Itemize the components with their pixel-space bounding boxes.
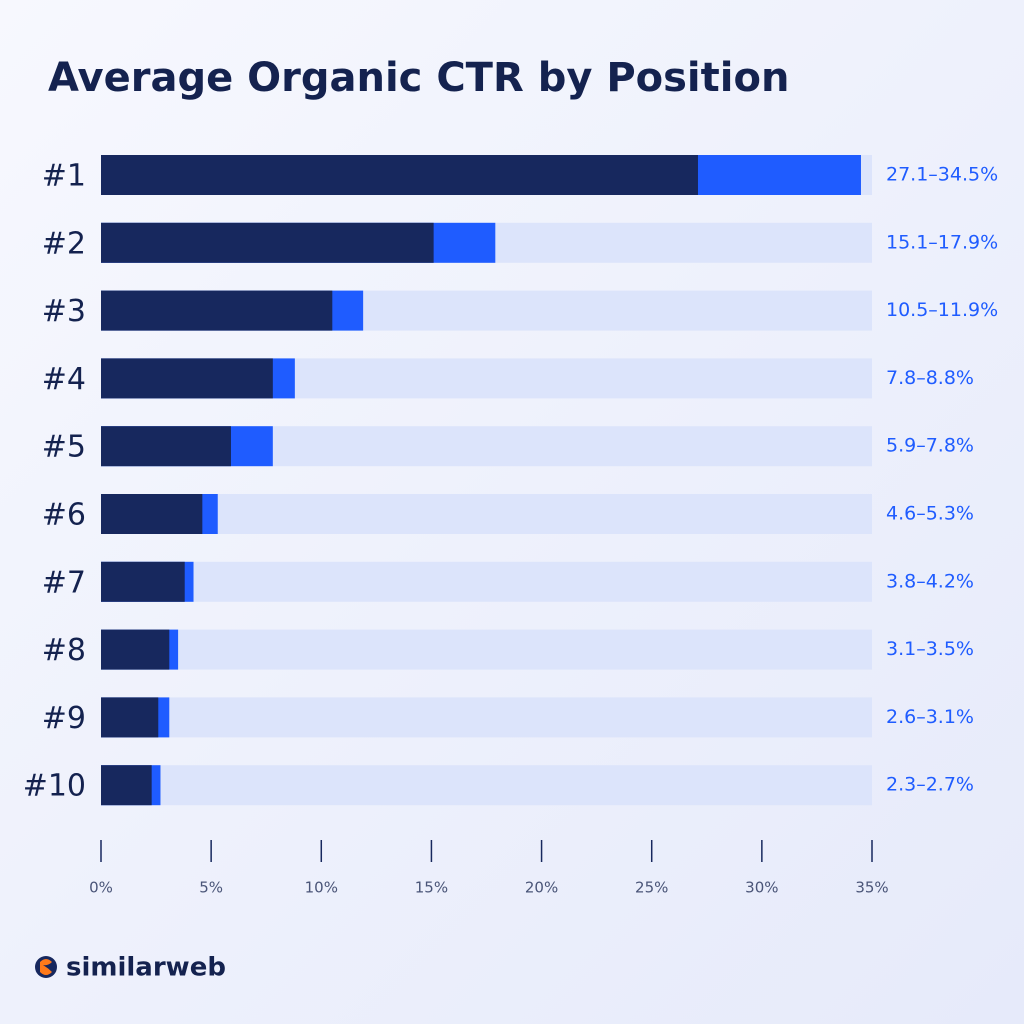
value-label: 3.8–4.2% <box>886 570 974 592</box>
bar <box>101 155 698 195</box>
track <box>101 629 872 670</box>
y-tick-label: #1 <box>42 159 86 194</box>
y-tick-label: #5 <box>42 430 86 465</box>
brand: similarweb <box>66 953 226 983</box>
value-label: 2.3–2.7% <box>886 774 974 796</box>
value-label: 5.9–7.8% <box>886 435 974 457</box>
bar <box>101 561 185 602</box>
track <box>101 697 872 738</box>
x-tick-label: 30% <box>745 879 778 897</box>
y-tick-label: #6 <box>42 498 86 533</box>
y-tick-label: #4 <box>42 362 86 397</box>
x-tick-label: 15% <box>415 879 448 897</box>
value-label: 3.1–3.5% <box>886 638 974 660</box>
value-label: 10.5–11.9% <box>886 299 998 321</box>
track <box>101 765 872 806</box>
x-tick-label: 10% <box>305 879 338 897</box>
bar <box>101 222 434 263</box>
bar <box>101 494 203 534</box>
y-tick-label: #8 <box>42 633 86 668</box>
x-tick-label: 20% <box>525 879 558 897</box>
value-label: 2.6–3.1% <box>886 706 974 728</box>
chart-title: Average Organic CTR by Position <box>48 55 789 101</box>
bar <box>101 290 333 331</box>
value-label: 27.1–34.5% <box>886 164 998 186</box>
bar <box>101 629 170 670</box>
value-label: 4.6–5.3% <box>886 503 974 525</box>
track <box>101 494 872 534</box>
bar <box>101 765 152 806</box>
x-tick-label: 0% <box>89 879 113 897</box>
value-label: 15.1–17.9% <box>886 231 998 253</box>
y-tick-label: #2 <box>42 226 86 261</box>
x-tick-label: 35% <box>855 879 888 897</box>
y-tick-label: #7 <box>42 565 86 600</box>
x-tick-label: 5% <box>199 879 223 897</box>
y-tick-label: #3 <box>42 294 86 329</box>
value-label: 7.8–8.8% <box>886 367 974 389</box>
logo: similarweb <box>35 953 226 983</box>
bar <box>101 426 231 467</box>
x-tick-label: 25% <box>635 879 668 897</box>
y-tick-label: #10 <box>23 769 86 804</box>
track <box>101 561 872 602</box>
bar <box>101 697 159 738</box>
bar <box>101 358 273 399</box>
y-tick-label: #9 <box>42 701 86 736</box>
logo-swoosh <box>40 959 52 975</box>
